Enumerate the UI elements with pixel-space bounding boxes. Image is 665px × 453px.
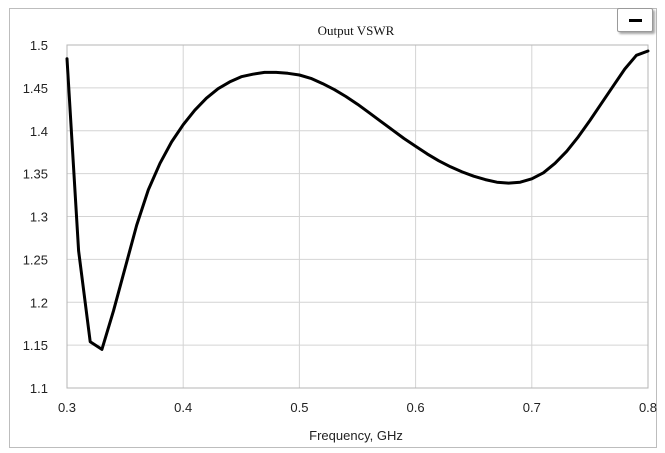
y-tick-label-5: 1.35: [23, 167, 48, 182]
series-layer: [65, 49, 650, 351]
series-line-0: [65, 49, 650, 351]
plot-area: [66, 44, 649, 389]
legend-toggle-button[interactable]: [617, 8, 653, 32]
y-tick-label-7: 1.45: [23, 81, 48, 96]
y-tick-label-8: 1.5: [30, 38, 48, 53]
y-tick-label-0: 1.1: [30, 381, 48, 396]
x-tick-label-4: 0.7: [523, 400, 541, 415]
chart-title: Output VSWR: [318, 23, 395, 38]
chart-frame: [9, 8, 657, 448]
x-tick-label-3: 0.6: [407, 400, 425, 415]
x-tick-labels: 0.3 0.4 0.5 0.6 0.7 0.8: [58, 400, 657, 415]
y-tick-labels: 1.1 1.15 1.2 1.25 1.3 1.35 1.4 1.45 1.5: [23, 38, 48, 396]
x-axis-label: Frequency, GHz: [309, 428, 403, 443]
y-tick-label-1: 1.15: [23, 338, 48, 353]
y-tick-label-4: 1.3: [30, 210, 48, 225]
y-tick-label-2: 1.2: [30, 295, 48, 310]
x-tick-label-2: 0.5: [290, 400, 308, 415]
legend-swatch-icon: [629, 19, 642, 22]
y-tick-label-6: 1.4: [30, 124, 48, 139]
plot-border: [66, 44, 649, 389]
x-tick-label-1: 0.4: [174, 400, 192, 415]
x-tick-label-0: 0.3: [58, 400, 76, 415]
grid: [66, 44, 649, 389]
x-tick-label-5: 0.8: [639, 400, 657, 415]
y-tick-label-3: 1.25: [23, 252, 48, 267]
